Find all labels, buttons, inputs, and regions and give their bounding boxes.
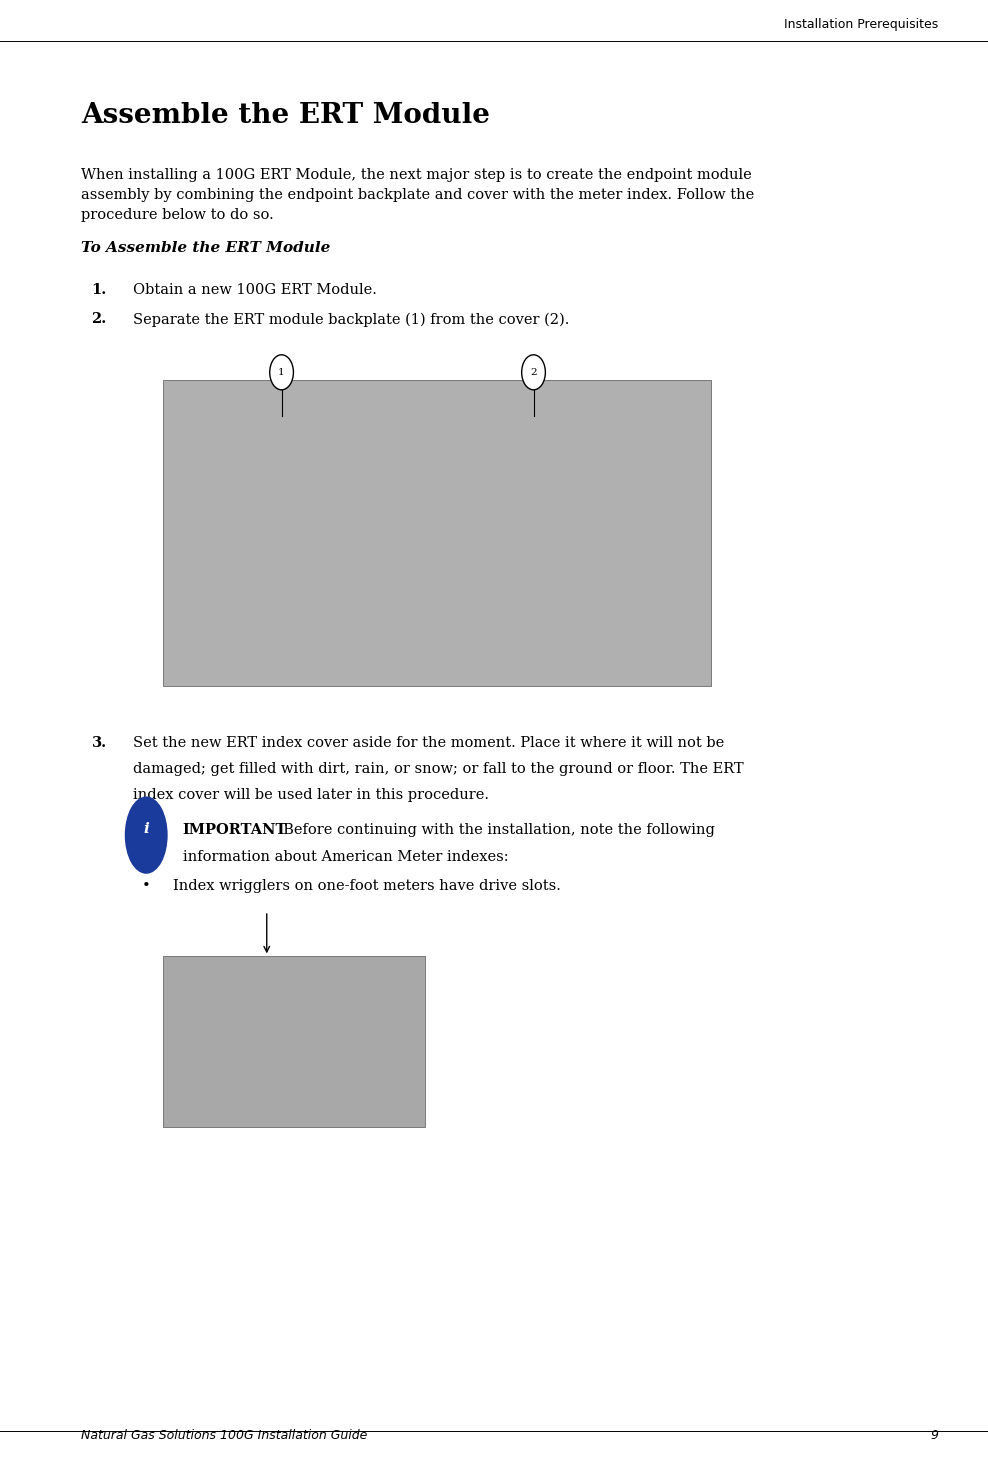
Text: 1.: 1.	[92, 283, 107, 298]
Text: 9: 9	[931, 1429, 939, 1442]
Text: index cover will be used later in this procedure.: index cover will be used later in this p…	[133, 788, 489, 803]
Text: damaged; get filled with dirt, rain, or snow; or fall to the ground or floor. Th: damaged; get filled with dirt, rain, or …	[133, 762, 744, 777]
Bar	[163, 956, 425, 1127]
Text: i: i	[143, 822, 149, 837]
Circle shape	[522, 355, 545, 390]
Text: When installing a 100G ERT Module, the next major step is to create the endpoint: When installing a 100G ERT Module, the n…	[81, 168, 754, 222]
Text: Obtain a new 100G ERT Module.: Obtain a new 100G ERT Module.	[133, 283, 377, 298]
Text: To Assemble the ERT Module: To Assemble the ERT Module	[81, 241, 330, 255]
Text: IMPORTANT: IMPORTANT	[183, 823, 288, 838]
Text: 3.: 3.	[92, 736, 107, 750]
Circle shape	[270, 355, 293, 390]
Text: Natural Gas Solutions 100G Installation Guide: Natural Gas Solutions 100G Installation …	[81, 1429, 368, 1442]
Text: Installation Prerequisites: Installation Prerequisites	[784, 18, 939, 31]
Text: •: •	[142, 879, 150, 894]
Text: Index wrigglers on one-foot meters have drive slots.: Index wrigglers on one-foot meters have …	[173, 879, 561, 894]
Text: Set the new ERT index cover aside for the moment. Place it where it will not be: Set the new ERT index cover aside for th…	[133, 736, 724, 750]
Ellipse shape	[125, 797, 167, 873]
Text: Assemble the ERT Module: Assemble the ERT Module	[81, 102, 490, 128]
Text: 2.: 2.	[92, 312, 107, 327]
Bar	[163, 380, 711, 686]
Text: Before continuing with the installation, note the following: Before continuing with the installation,…	[274, 823, 714, 838]
Text: 1: 1	[279, 368, 285, 377]
Text: 2: 2	[531, 368, 536, 377]
Text: information about American Meter indexes:: information about American Meter indexes…	[183, 850, 509, 864]
Text: Separate the ERT module backplate (1) from the cover (2).: Separate the ERT module backplate (1) fr…	[133, 312, 570, 327]
